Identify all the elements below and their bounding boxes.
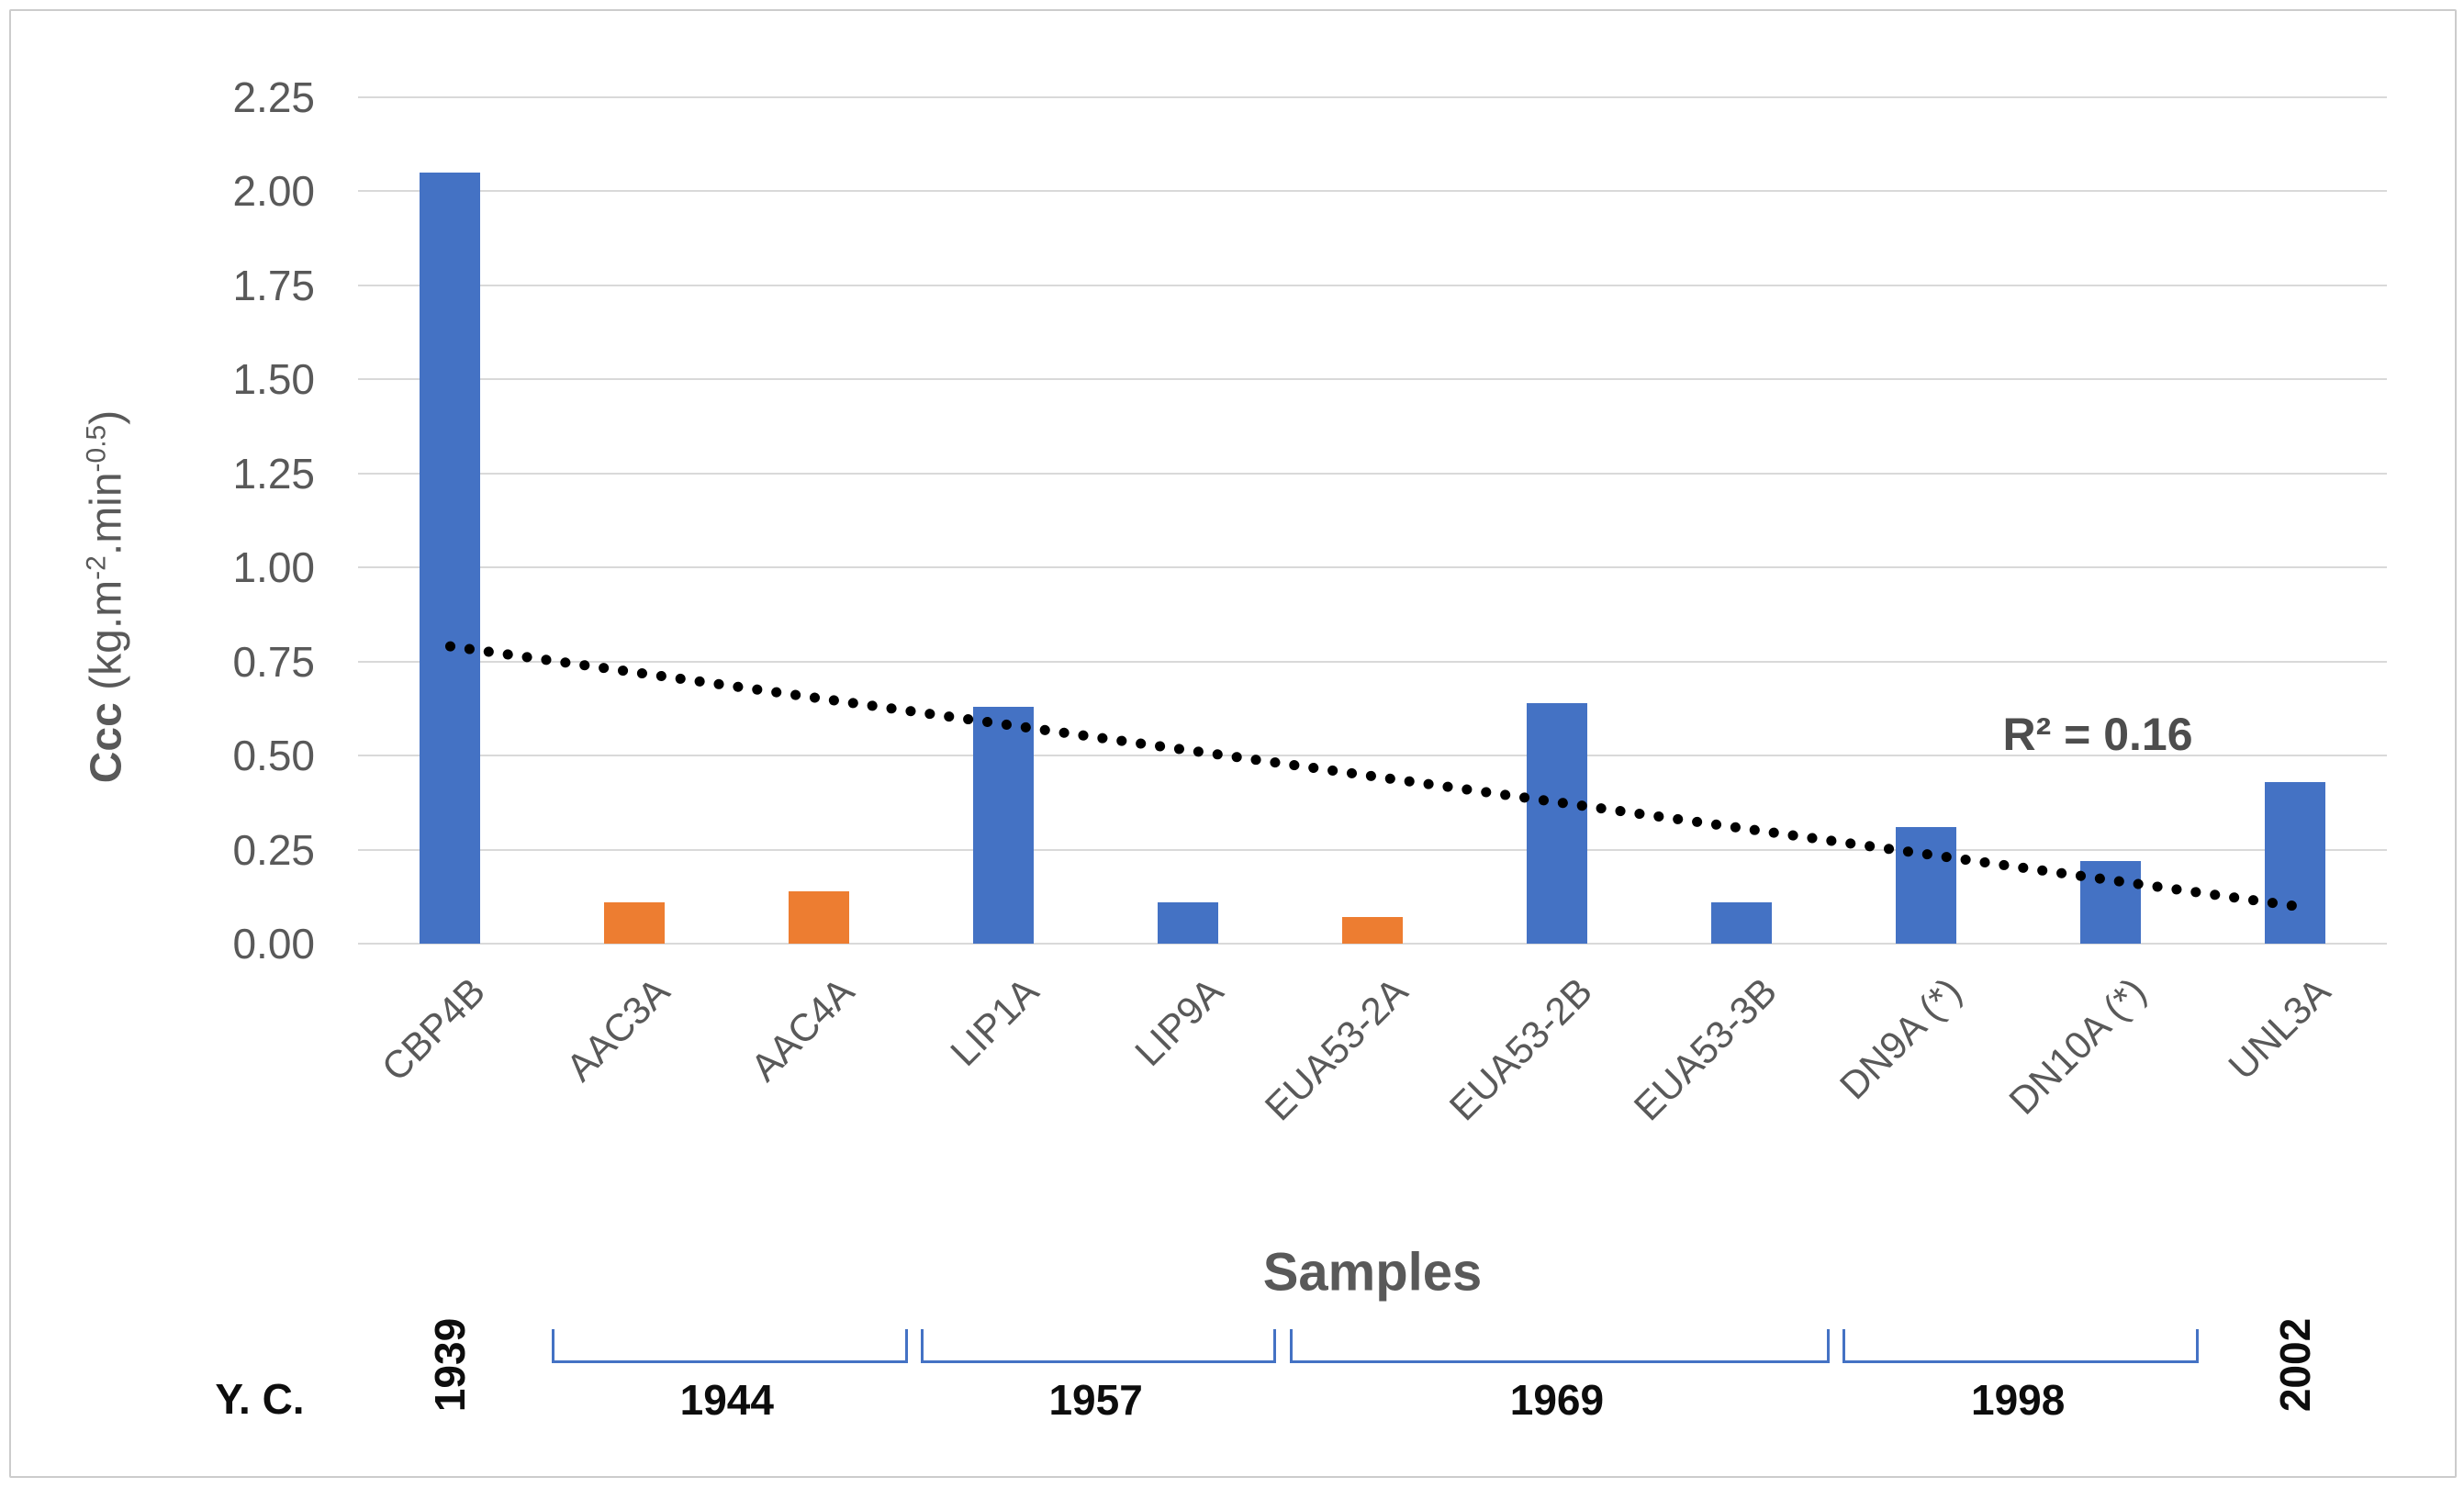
y-tick-label: 1.50: [232, 355, 315, 403]
gridline: [358, 943, 2387, 945]
year-label-1998: 1998: [1971, 1376, 2066, 1424]
year-bracket-1969: [1289, 1329, 1831, 1363]
gridline: [358, 95, 2387, 98]
y-tick-label: 0.00: [232, 920, 315, 968]
y-tick-label: 0.25: [232, 825, 315, 874]
bar-CBP4B: [420, 172, 481, 944]
year-bracket-1944: [551, 1329, 908, 1363]
r-squared-label: R² = 0.16: [2002, 709, 2193, 760]
y-tick-label: 2.25: [232, 73, 315, 121]
y-tick-label: 0.75: [232, 637, 315, 686]
y-axis-title: Ccc (kg.m-2.min-0.5): [81, 409, 131, 784]
x-axis-title: Samples: [1262, 1242, 1483, 1303]
y-tick-label: 2.00: [232, 167, 315, 215]
gridline: [358, 660, 2387, 663]
gridline: [358, 190, 2387, 192]
bar-AAC3A: [604, 901, 666, 944]
gridline: [358, 472, 2387, 475]
bar-UNL3A: [2264, 781, 2325, 944]
bar-EUA53-2A: [1342, 917, 1403, 944]
bar-EUA53-3B: [1710, 901, 1772, 944]
year-of-construction-axis-label: Y. C.: [215, 1375, 305, 1423]
year-label-vertical-1939: 1939: [426, 1317, 475, 1413]
gridline: [358, 378, 2387, 380]
year-label-vertical-2002: 2002: [2270, 1317, 2319, 1413]
year-label-1944: 1944: [679, 1376, 774, 1424]
year-label-1969: 1969: [1509, 1376, 1605, 1424]
bar-LIP1A: [973, 706, 1035, 944]
year-label-1957: 1957: [1048, 1376, 1143, 1424]
bar-DN10A (*): [2079, 860, 2141, 944]
y-tick-label: 0.50: [232, 732, 315, 779]
gridline: [358, 566, 2387, 568]
gridline: [358, 848, 2387, 851]
bar-LIP9A: [1158, 901, 1219, 944]
y-tick-label: 1.75: [232, 261, 315, 309]
gridline: [358, 284, 2387, 286]
bar-AAC4A: [789, 890, 850, 944]
bar-EUA53-2B: [1526, 702, 1587, 944]
y-tick-label: 1.00: [232, 543, 315, 591]
year-bracket-1998: [1842, 1329, 2200, 1363]
year-bracket-1957: [920, 1329, 1277, 1363]
figure-border: [9, 9, 2457, 1478]
y-tick-label: 1.25: [232, 449, 315, 498]
bar-DN9A (*): [1895, 826, 1956, 944]
